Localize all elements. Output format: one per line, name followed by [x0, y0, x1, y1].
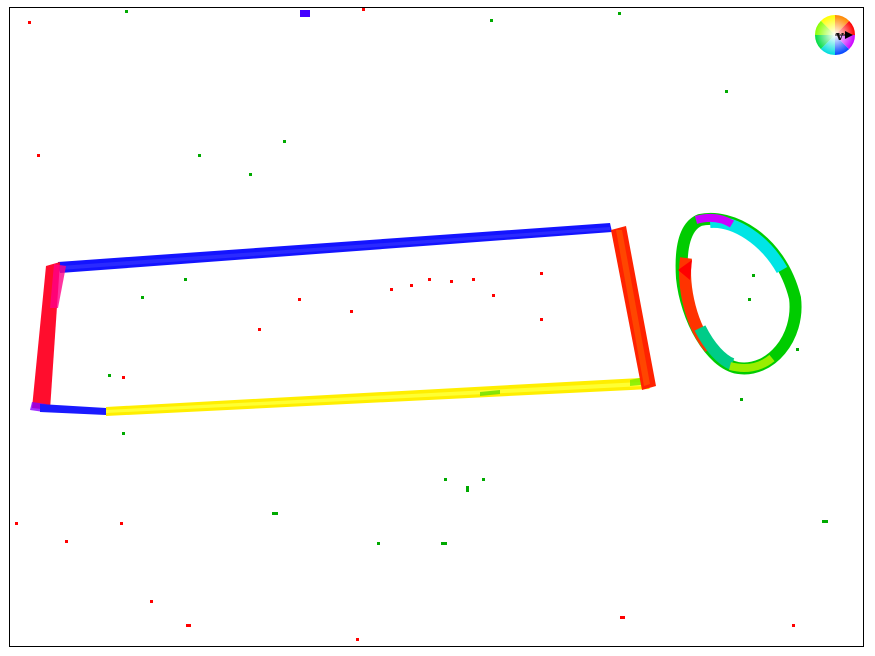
rect-top-edge [58, 223, 612, 273]
triangle-right-icon [845, 31, 853, 39]
wheel-label: v [836, 29, 844, 44]
rect-bottom-edge [106, 376, 650, 416]
color-wheel-icon [815, 15, 855, 55]
event-flow-canvas [15, 8, 828, 641]
rect-left-edge [30, 262, 66, 412]
flow-visualization-frame: v [9, 7, 864, 647]
ellipse-object [675, 212, 802, 375]
rect-right-edge [611, 226, 656, 390]
rect-bottom-left-fragment [40, 404, 106, 415]
noise-events [15, 8, 828, 641]
